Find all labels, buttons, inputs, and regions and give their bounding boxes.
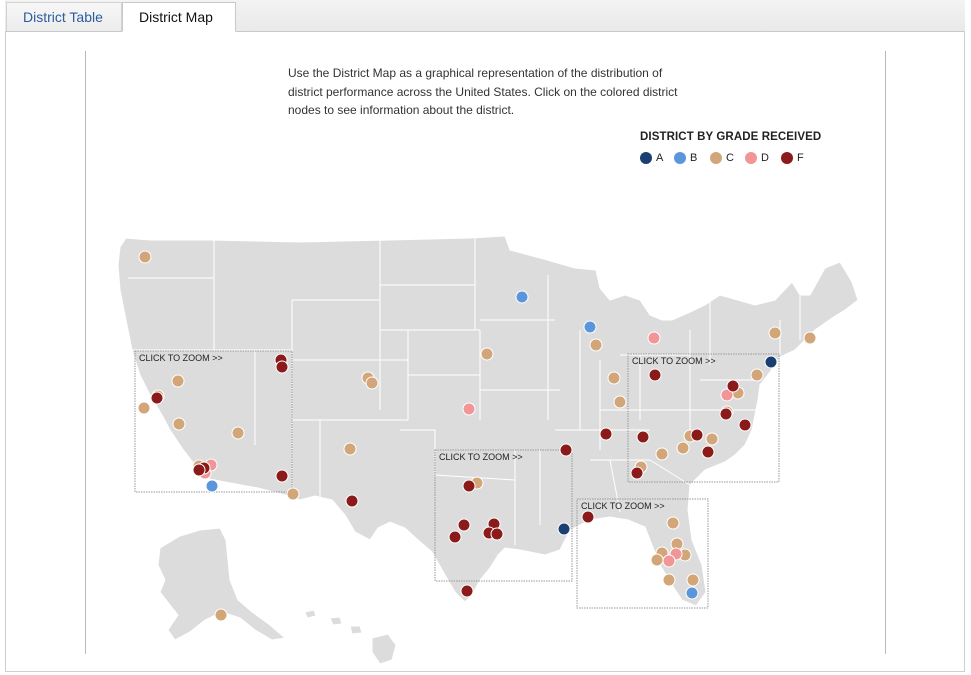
district-node[interactable] (557, 522, 571, 536)
zoom-label-florida[interactable]: CLICK TO ZOOM >> (581, 501, 665, 511)
district-node[interactable] (599, 427, 613, 441)
legend-label-a: A (656, 152, 664, 164)
district-node[interactable] (138, 250, 152, 264)
district-node[interactable] (581, 510, 595, 524)
tab-district-table[interactable]: District Table (6, 2, 122, 31)
tab-panel (5, 31, 965, 672)
grade-a-nodes (557, 355, 778, 536)
legend-dot-b (674, 152, 686, 164)
district-node[interactable] (275, 469, 289, 483)
district-node[interactable] (636, 430, 650, 444)
district-node[interactable] (214, 608, 228, 622)
map-description: Use the District Map as a graphical repr… (288, 66, 678, 117)
grade-c-nodes (137, 250, 817, 622)
district-node[interactable] (803, 331, 817, 345)
district-node[interactable] (137, 401, 151, 415)
legend-dot-f (781, 152, 793, 164)
district-node[interactable] (662, 573, 676, 587)
district-node[interactable] (275, 360, 289, 374)
district-node[interactable] (583, 320, 597, 334)
district-node[interactable] (515, 290, 529, 304)
district-node[interactable] (701, 445, 715, 459)
zoom-box-southeast-coast[interactable]: CLICK TO ZOOM >> (627, 353, 780, 483)
state-borders (125, 238, 801, 545)
district-node[interactable] (457, 518, 471, 532)
district-node[interactable] (726, 379, 740, 393)
district-node[interactable] (613, 395, 627, 409)
district-node[interactable] (286, 487, 300, 501)
zoom-label-southeast-coast[interactable]: CLICK TO ZOOM >> (632, 356, 716, 366)
district-node[interactable] (462, 479, 476, 493)
legend-title: DISTRICT BY GRADE RECEIVED (640, 131, 822, 143)
district-node[interactable] (448, 530, 462, 544)
hawaii (304, 609, 397, 665)
legend-dot-a (640, 152, 652, 164)
district-nodes (137, 250, 817, 622)
district-node[interactable] (705, 432, 719, 446)
district-node[interactable] (666, 516, 680, 530)
district-node[interactable] (662, 554, 676, 568)
grade-f-nodes (150, 353, 752, 598)
district-node[interactable] (365, 376, 379, 390)
district-node[interactable] (750, 368, 764, 382)
district-node[interactable] (490, 527, 504, 541)
zoom-label-west[interactable]: CLICK TO ZOOM >> (139, 353, 223, 363)
zoom-label-texas[interactable]: CLICK TO ZOOM >> (439, 452, 523, 462)
legend-label-d: D (761, 152, 769, 164)
district-node[interactable] (764, 355, 778, 369)
legend-dot-d (745, 152, 757, 164)
district-node[interactable] (172, 417, 186, 431)
district-node[interactable] (648, 368, 662, 382)
district-node[interactable] (690, 428, 704, 442)
district-node[interactable] (630, 466, 644, 480)
district-node[interactable] (462, 402, 476, 416)
left-divider (85, 51, 86, 654)
legend-label-c: C (726, 152, 734, 164)
legend-label-f: F (797, 152, 804, 164)
district-node[interactable] (150, 391, 164, 405)
district-node[interactable] (650, 553, 664, 567)
district-node[interactable] (647, 331, 661, 345)
district-node[interactable] (676, 441, 690, 455)
zoom-box-florida[interactable]: CLICK TO ZOOM >> (576, 498, 709, 609)
district-node[interactable] (719, 407, 733, 421)
district-node[interactable] (655, 447, 669, 461)
district-node[interactable] (589, 338, 603, 352)
district-node[interactable] (345, 494, 359, 508)
map-land (117, 235, 859, 665)
district-node[interactable] (607, 371, 621, 385)
district-node[interactable] (738, 418, 752, 432)
district-node[interactable] (343, 442, 357, 456)
district-node[interactable] (480, 347, 494, 361)
zoom-box-texas[interactable]: CLICK TO ZOOM >> (434, 449, 573, 582)
district-node[interactable] (559, 443, 573, 457)
legend-dot-c (710, 152, 722, 164)
district-node[interactable] (231, 426, 245, 440)
alaska (157, 527, 287, 641)
district-node[interactable] (192, 463, 206, 477)
right-divider (885, 51, 886, 654)
tab-district-map[interactable]: District Map (122, 2, 236, 32)
district-node[interactable] (720, 388, 734, 402)
district-node[interactable] (685, 586, 699, 600)
legend-label-b: B (690, 152, 698, 164)
district-node[interactable] (460, 584, 474, 598)
grade-b-nodes (205, 290, 699, 600)
contiguous-us (117, 235, 859, 607)
district-node[interactable] (768, 326, 782, 340)
district-node[interactable] (205, 479, 219, 493)
tab-bar: District Table District Map (0, 0, 971, 32)
district-node[interactable] (171, 374, 185, 388)
district-node[interactable] (686, 573, 700, 587)
